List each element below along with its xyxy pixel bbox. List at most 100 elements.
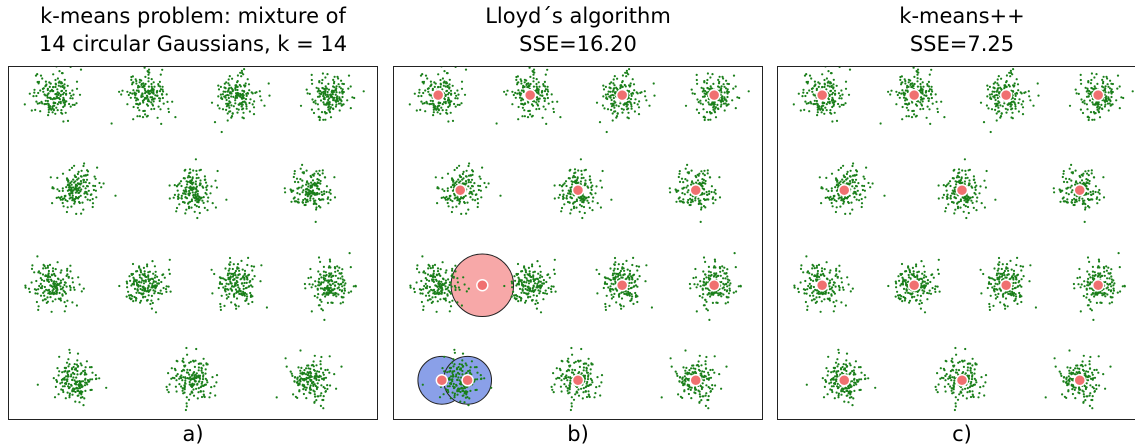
data-point — [328, 258, 331, 261]
data-point — [840, 89, 843, 92]
data-point — [724, 87, 728, 90]
data-point — [625, 277, 628, 280]
data-point — [335, 280, 338, 284]
data-point — [339, 102, 342, 105]
data-point — [245, 105, 248, 108]
data-point — [620, 276, 623, 279]
data-point — [561, 373, 564, 376]
centroid-4 — [453, 183, 467, 197]
data-point — [570, 186, 573, 189]
data-point — [129, 96, 132, 99]
data-point — [714, 198, 717, 201]
data-point — [309, 379, 312, 382]
data-point — [520, 99, 523, 102]
data-point — [690, 199, 693, 202]
data-point — [565, 374, 568, 377]
data-point — [133, 96, 137, 99]
data-point — [537, 280, 540, 283]
data-point — [460, 87, 464, 90]
data-point — [147, 85, 150, 88]
data-point — [532, 80, 535, 83]
data-point — [829, 111, 832, 114]
data-point — [331, 280, 334, 283]
data-point — [84, 187, 87, 190]
data-point — [229, 110, 232, 113]
data-point — [324, 90, 327, 93]
data-point — [634, 284, 638, 287]
data-point — [142, 82, 145, 85]
data-point — [178, 203, 181, 206]
data-point — [318, 188, 321, 191]
data-point — [224, 267, 227, 270]
data-point — [322, 407, 325, 410]
data-point — [205, 186, 208, 189]
data-point — [147, 68, 151, 71]
data-point — [695, 310, 698, 313]
data-point — [536, 98, 539, 101]
data-point — [139, 284, 142, 287]
data-point — [335, 103, 338, 106]
data-point — [587, 357, 590, 360]
data-point — [503, 284, 506, 288]
data-point — [309, 276, 313, 279]
data-point — [319, 404, 322, 407]
data-point — [422, 270, 426, 273]
data-point — [64, 198, 67, 202]
data-point — [812, 103, 815, 106]
data-point — [456, 393, 459, 396]
data-point — [703, 169, 706, 172]
data-point — [628, 68, 631, 71]
data-point — [69, 105, 72, 108]
data-point — [441, 88, 444, 91]
data-point — [459, 390, 462, 394]
data-point — [195, 185, 198, 188]
data-point — [704, 287, 707, 290]
data-point — [234, 84, 237, 87]
data-point — [44, 85, 47, 88]
data-point — [458, 164, 461, 167]
data-point — [100, 186, 103, 189]
data-point — [714, 192, 717, 195]
data-point — [708, 176, 711, 179]
data-point — [195, 387, 198, 390]
data-point — [602, 84, 605, 87]
data-point — [694, 267, 697, 271]
data-point — [626, 116, 629, 119]
data-point — [630, 275, 633, 278]
data-point — [251, 285, 254, 288]
data-point — [312, 380, 315, 384]
data-point — [311, 98, 314, 101]
data-point — [94, 184, 97, 188]
data-point — [232, 263, 235, 266]
data-point — [456, 199, 459, 202]
data-point — [231, 275, 234, 278]
data-point — [46, 99, 50, 103]
data-point — [733, 252, 736, 255]
panel-b-title-line-1-text: Lloyd´s algorithm — [485, 4, 671, 28]
data-point — [689, 197, 692, 200]
data-point — [43, 265, 46, 268]
data-point — [182, 368, 185, 371]
data-point — [195, 372, 198, 375]
data-point — [678, 180, 682, 183]
data-point — [585, 362, 588, 365]
data-point — [462, 389, 465, 392]
data-point — [471, 185, 474, 188]
data-point — [542, 105, 545, 108]
data-point — [821, 109, 824, 112]
data-point — [189, 378, 192, 381]
data-point — [48, 107, 52, 110]
data-point — [552, 268, 556, 271]
data-point — [563, 203, 566, 206]
data-point — [726, 88, 729, 91]
data-point — [160, 292, 164, 295]
data-point — [467, 287, 470, 290]
centroid-3 — [707, 88, 721, 102]
data-point — [526, 293, 529, 296]
data-point — [301, 384, 304, 387]
data-point — [710, 185, 713, 188]
data-point — [306, 383, 309, 386]
data-point — [616, 112, 619, 115]
data-point — [612, 104, 615, 107]
data-point — [313, 400, 316, 403]
